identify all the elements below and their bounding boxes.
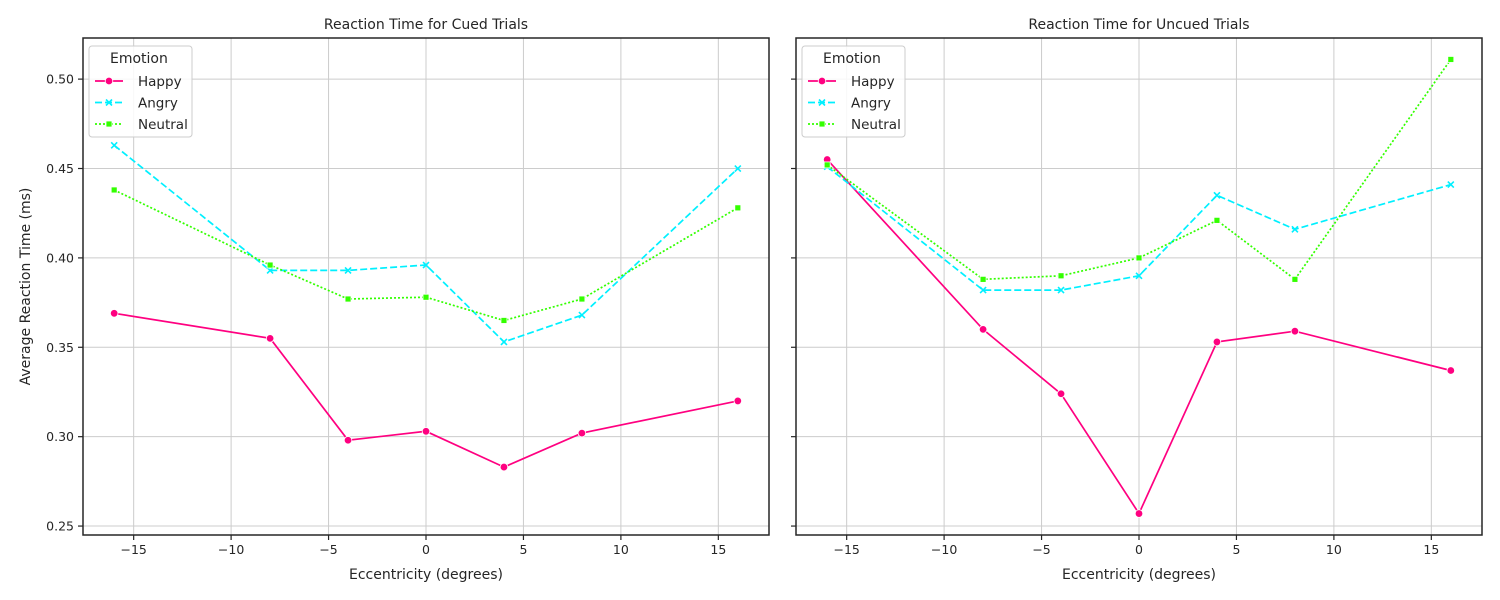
- data-point-neutral: [578, 295, 586, 303]
- data-point-angry: [979, 286, 987, 294]
- marker-stroke: [1291, 225, 1299, 233]
- data-point-neutral: [979, 275, 987, 283]
- y-tick-label: 0.35: [46, 340, 74, 355]
- marker-stroke: [110, 141, 118, 149]
- data-point-angry: [1135, 272, 1143, 280]
- marker-stroke: [344, 266, 352, 274]
- data-point-happy: [1290, 326, 1300, 336]
- marker-stroke: [1135, 272, 1143, 280]
- x-tick-label: −5: [1032, 542, 1050, 557]
- legend-marker-neutral: [105, 120, 113, 128]
- data-point-angry: [500, 338, 508, 346]
- data-point-angry: [1291, 225, 1299, 233]
- legend-marker-angry: [105, 98, 113, 107]
- x-tick-label: −5: [319, 542, 337, 557]
- legend-title: Emotion: [110, 51, 168, 67]
- x-tick-label: 0: [422, 542, 430, 557]
- marker-stroke: [578, 311, 586, 319]
- x-tick-label: 5: [1232, 542, 1240, 557]
- data-point-angry: [1057, 286, 1065, 294]
- data-point-neutral: [734, 204, 742, 212]
- data-point-neutral: [1447, 56, 1455, 63]
- marker-stroke: [734, 164, 742, 173]
- x-tick-label: 5: [519, 542, 527, 557]
- data-point-angry: [578, 311, 586, 319]
- data-point-neutral: [1057, 272, 1065, 280]
- data-point-neutral: [1135, 254, 1143, 262]
- x-tick-label: −10: [218, 542, 244, 557]
- data-point-neutral: [266, 261, 274, 269]
- marker-stroke: [1213, 191, 1221, 199]
- data-point-neutral: [344, 295, 352, 303]
- x-tick-label: 15: [710, 542, 726, 557]
- legend-marker-neutral: [818, 120, 826, 128]
- marker-stroke: [1447, 181, 1455, 189]
- uncued-trials-chart: Reaction Time for Uncued Trials Eccentri…: [791, 17, 1483, 583]
- x-axis-label: Eccentricity (degrees): [1062, 567, 1216, 583]
- data-point-neutral: [422, 293, 430, 301]
- x-tick-label: −10: [931, 542, 957, 557]
- marker-stroke: [422, 261, 430, 269]
- data-point-happy: [1212, 337, 1222, 347]
- y-tick-label: 0.25: [46, 519, 74, 534]
- marker-stroke: [1057, 286, 1065, 294]
- data-point-angry: [422, 261, 430, 269]
- legend-label-happy: Happy: [851, 74, 895, 90]
- data-point-neutral: [110, 186, 118, 194]
- data-point-happy: [1446, 366, 1456, 375]
- data-point-happy: [265, 334, 275, 343]
- legend-marker-happy: [817, 76, 827, 86]
- data-point-happy: [109, 309, 119, 318]
- legend-box: [88, 45, 193, 138]
- legend-label-happy: Happy: [138, 74, 182, 90]
- data-point-happy: [978, 325, 988, 334]
- legend-marker-angry: [818, 98, 826, 107]
- data-point-angry: [1213, 191, 1221, 199]
- data-point-happy: [577, 428, 587, 438]
- marker-stroke: [105, 98, 113, 107]
- y-tick-label: 0.40: [46, 250, 74, 265]
- grid: [796, 38, 1482, 535]
- y-tick-label: 0.50: [46, 72, 74, 87]
- marker-stroke: [818, 98, 826, 107]
- data-point-happy: [1056, 389, 1066, 398]
- chart-title: Reaction Time for Uncued Trials: [1028, 17, 1249, 33]
- legend-box: [801, 45, 906, 138]
- x-tick-label: 10: [613, 542, 629, 557]
- data-point-happy: [733, 396, 743, 406]
- x-tick-label: 15: [1423, 542, 1439, 557]
- legend-marker-happy: [104, 76, 114, 86]
- marker-stroke: [979, 286, 987, 294]
- y-tick-label: 0.30: [46, 429, 74, 444]
- cued-trials-chart: Reaction Time for Cued Trials Eccentrici…: [18, 17, 770, 583]
- legend-label-angry: Angry: [851, 96, 891, 112]
- data-point-happy: [1134, 509, 1144, 518]
- x-tick-label: 0: [1135, 542, 1143, 557]
- data-point-neutral: [1213, 216, 1221, 224]
- data-point-neutral: [500, 317, 508, 324]
- chart-title: Reaction Time for Cued Trials: [324, 17, 528, 33]
- data-point-happy: [343, 436, 353, 445]
- data-point-neutral: [823, 161, 831, 169]
- x-tick-label: −15: [120, 542, 146, 557]
- data-point-angry: [344, 266, 352, 274]
- data-point-happy: [499, 462, 509, 472]
- x-tick-label: −15: [833, 542, 859, 557]
- data-point-angry: [1447, 181, 1455, 189]
- data-point-neutral: [1291, 275, 1299, 283]
- x-axis-label: Eccentricity (degrees): [349, 567, 503, 583]
- legend-label-neutral: Neutral: [851, 117, 901, 133]
- y-tick-label: 0.45: [46, 161, 74, 176]
- legend-title: Emotion: [823, 51, 881, 67]
- legend-label-neutral: Neutral: [138, 117, 188, 133]
- grid: [83, 38, 769, 535]
- y-axis-label: Average Reaction Time (ms): [18, 188, 34, 386]
- legend-label-angry: Angry: [138, 96, 178, 112]
- data-point-angry: [110, 141, 118, 149]
- x-tick-label: 10: [1326, 542, 1342, 557]
- data-point-happy: [421, 427, 431, 436]
- marker-stroke: [500, 338, 508, 346]
- data-point-angry: [734, 164, 742, 173]
